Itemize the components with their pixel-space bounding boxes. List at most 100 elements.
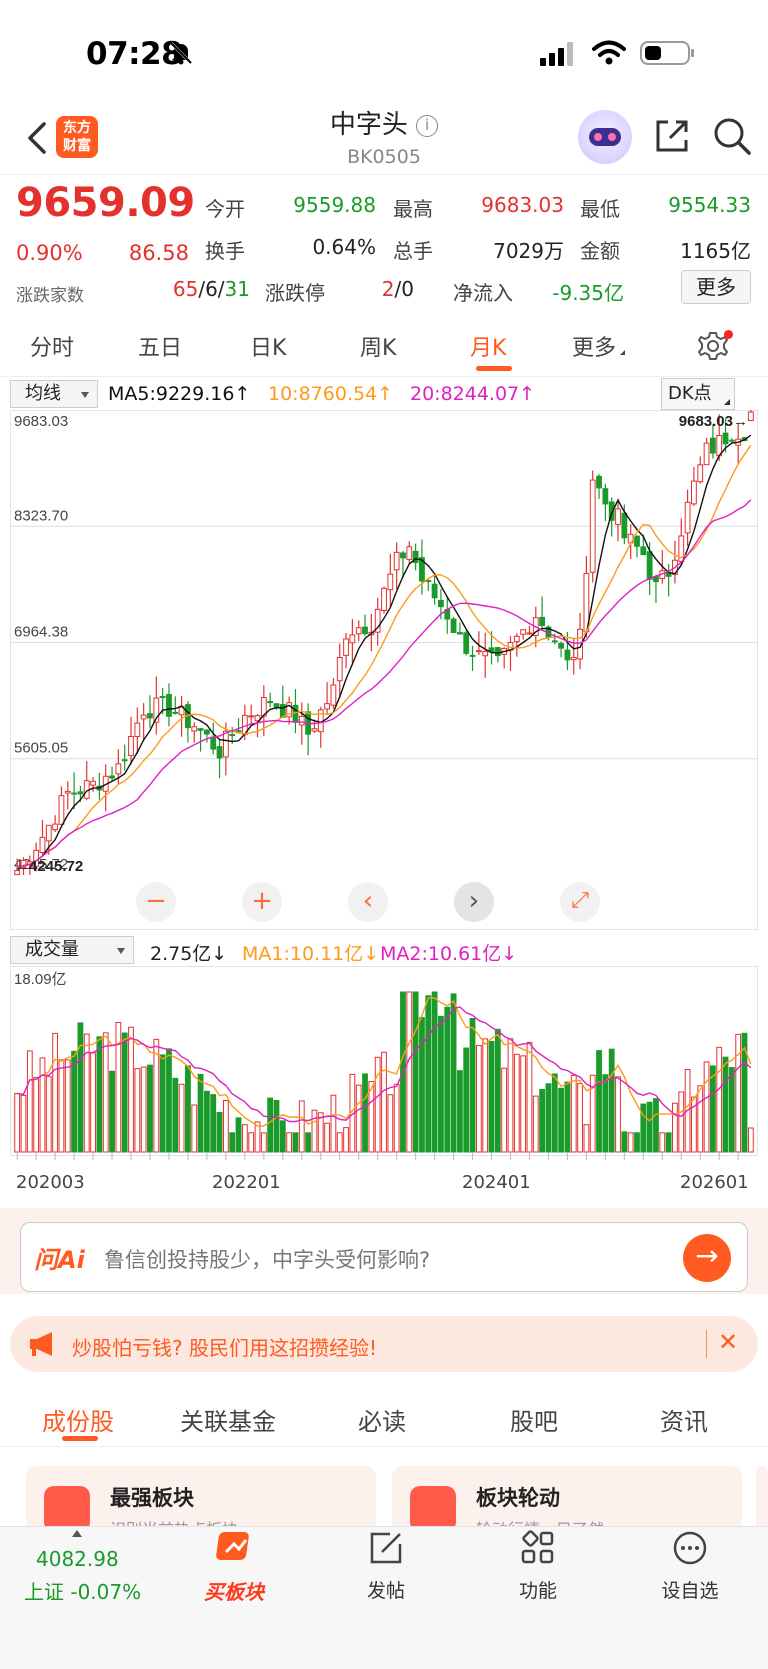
ask-ai-input[interactable] [20,1222,748,1292]
candle [469,645,476,671]
ask-ai-question[interactable]: 鲁信创投持股少，中字头受何影响? [104,1248,431,1272]
turnover-label: 换手 [205,239,245,263]
buy-sector-button[interactable]: 买板块 [204,1580,264,1604]
tab-must-read[interactable]: 必读 [358,1408,406,1436]
volume-bar [52,1032,59,1153]
scroll-right-button[interactable]: › [454,882,494,922]
volume-bar [267,1097,274,1153]
amount-label: 金额 [580,239,620,263]
volume-bar [115,1021,122,1153]
caret-up-icon[interactable] [72,1530,82,1537]
arrow-right-icon[interactable]: → [683,1234,731,1282]
candle [128,716,134,765]
page-title-text: 中字头 [329,110,408,140]
candle-body [640,546,647,556]
page-title: 中字头 i [0,104,768,141]
search-icon[interactable] [712,116,752,156]
candle [324,682,330,716]
tab-constituents[interactable]: 成份股 [42,1408,114,1436]
tab-related-funds[interactable]: 关联基金 [180,1408,276,1436]
tab-forum[interactable]: 股吧 [510,1408,558,1436]
candle-body [273,703,280,708]
candle [539,596,546,628]
share-icon[interactable] [652,116,692,156]
candle-body [450,618,457,633]
volume-bar [197,1073,204,1153]
info-icon[interactable]: i [416,115,439,137]
eastmoney-logo[interactable]: 东方 财富 [56,116,98,158]
candle-body [494,647,501,657]
index-value[interactable]: 4082.98 [36,1547,119,1571]
volume-indicator-dropdown[interactable]: 成交量 [10,936,134,964]
ma5-line [16,434,752,872]
wifi-icon [592,40,626,66]
volume-bar [140,1066,147,1153]
ai-robot-avatar[interactable] [578,110,632,164]
back-icon[interactable] [22,118,54,158]
tab-monthly-k[interactable]: 月K [470,336,507,361]
candle-body [406,546,413,560]
notification-dot [724,330,733,339]
volume-bar [166,1048,172,1153]
candle [558,641,564,658]
tab-intraday[interactable]: 分时 [30,336,75,361]
candle [191,722,198,743]
grid-icon[interactable] [520,1530,556,1566]
high-value: 9683.03 [481,193,564,217]
expand-icon[interactable]: ⤢ [560,882,600,922]
candle [393,542,400,590]
volume-bar [33,1076,40,1153]
volume-bar [39,1057,46,1153]
candle [298,702,305,745]
buy-sector-icon[interactable] [212,1528,258,1568]
close-icon[interactable]: ✕ [718,1328,739,1356]
indicator-dropdown[interactable]: 均线 [10,380,98,408]
change-amount: 86.58 [128,241,189,265]
quote-more-button[interactable]: 更多 [681,270,751,304]
index-label[interactable]: 上证 -0.07% [24,1580,142,1604]
candle-body [204,729,210,735]
more-dots-icon[interactable] [672,1530,708,1566]
logo-text-1: 东方 [63,120,91,136]
volume-chart[interactable]: 18.09亿 [10,966,758,1166]
volume-bar [640,1103,647,1153]
adv-dec-label: 涨跌家数 [16,286,84,306]
volume-bar [216,1111,223,1153]
tab-weekly-k[interactable]: 周K [360,336,397,361]
add-watchlist-button[interactable]: 设自选 [661,1580,719,1602]
volume-label: 总手 [393,239,433,263]
tab-daily-k[interactable]: 日K [250,336,287,361]
candle-body [229,734,236,737]
functions-button[interactable]: 功能 [518,1580,557,1602]
zoom-out-button[interactable]: − [136,882,176,922]
tab-news[interactable]: 资讯 [660,1408,708,1436]
candle-body [45,824,52,842]
candle [134,707,141,754]
card-subtitle: 识别当前热点板块 [110,1516,238,1526]
dk-point-button[interactable]: DK点 [661,378,735,410]
volume-bar [185,1065,191,1153]
volume-bar [254,1121,261,1153]
zoom-in-button[interactable]: + [242,882,282,922]
scroll-left-button[interactable]: ‹ [348,882,388,922]
volume-bar [545,1083,552,1153]
volume-bar [121,1032,128,1153]
volume-bar [330,1094,337,1153]
promo-banner[interactable] [10,1316,758,1372]
volume-bar [362,1073,368,1153]
post-button[interactable]: 发帖 [366,1580,405,1602]
candle-body [362,626,368,635]
promo-text[interactable]: 炒股怕亏钱? 股民们用这招攒经验! [72,1336,377,1360]
candle-body [311,728,318,732]
card-strongest-sector[interactable]: 最强板块 识别当前热点板块 [26,1466,376,1526]
candle [222,722,229,776]
volume-bar [241,1124,248,1153]
card-sector-rotation[interactable]: 板块轮动 轮动行情一目了然 [392,1466,742,1526]
candlestick-chart[interactable]: 9683.03 8323.70 6964.38 5605.05 4245.72 9683.… [10,410,758,930]
edit-post-icon[interactable] [368,1530,404,1566]
candle [709,424,716,459]
tab-five-day[interactable]: 五日 [138,336,183,361]
volume-bar [539,1088,546,1153]
tab-more[interactable]: 更多 [572,330,626,362]
candle-body [343,638,349,656]
